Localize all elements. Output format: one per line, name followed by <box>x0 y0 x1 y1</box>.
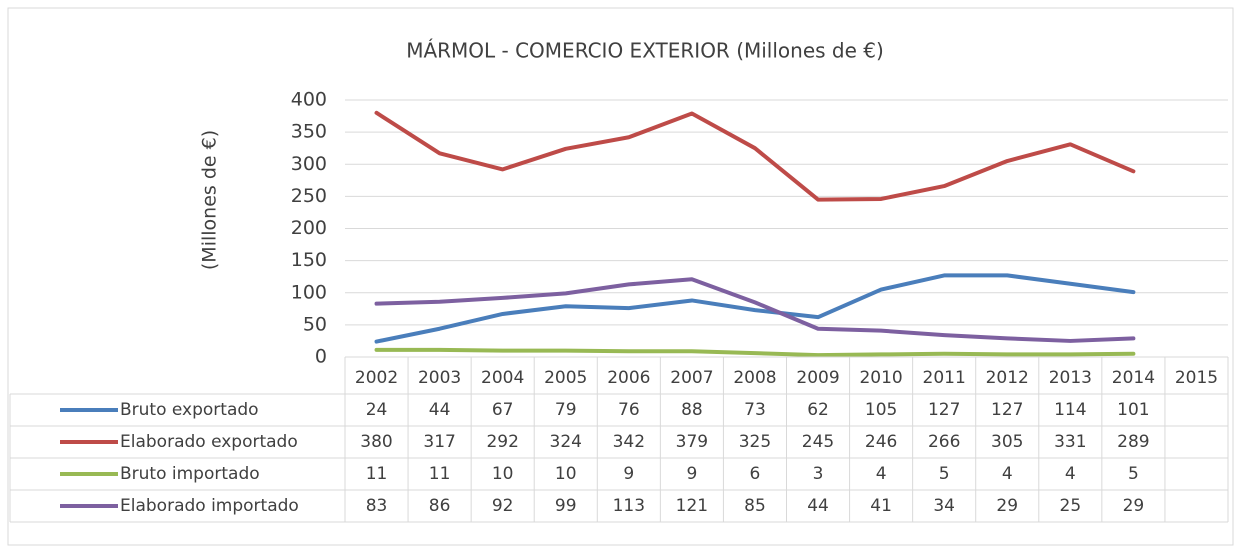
x-tick-label: 2013 <box>1049 368 1092 388</box>
table-value: 127 <box>991 400 1023 420</box>
table-value: 4 <box>1065 464 1076 484</box>
series-line <box>374 110 1136 202</box>
table-value: 113 <box>613 496 645 516</box>
table-value: 67 <box>492 400 514 420</box>
table-value: 305 <box>991 432 1023 452</box>
table-value: 324 <box>550 432 582 452</box>
y-tick-label: 350 <box>291 121 327 143</box>
table-value: 88 <box>681 400 703 420</box>
table-value: 101 <box>1117 400 1149 420</box>
y-tick-label: 50 <box>303 313 327 335</box>
table-value: 380 <box>360 432 392 452</box>
table-value: 342 <box>613 432 645 452</box>
table-value: 73 <box>744 400 766 420</box>
table-value: 29 <box>996 496 1018 516</box>
x-tick-label: 2005 <box>544 368 587 388</box>
table-value: 41 <box>870 496 892 516</box>
table-value: 11 <box>429 464 451 484</box>
y-tick-label: 150 <box>291 249 327 271</box>
chart-title: MÁRMOL - COMERCIO EXTERIOR (Millones de … <box>406 39 884 63</box>
x-tick-label: 2008 <box>733 368 776 388</box>
x-tick-label: 2003 <box>418 368 461 388</box>
table-value: 379 <box>676 432 708 452</box>
x-tick-label: 2004 <box>481 368 524 388</box>
table-value: 34 <box>933 496 955 516</box>
table-value: 114 <box>1054 400 1086 420</box>
table-value: 11 <box>366 464 388 484</box>
series-line <box>374 273 1136 344</box>
table-value: 245 <box>802 432 834 452</box>
table-value: 9 <box>686 464 697 484</box>
table-value: 4 <box>1002 464 1013 484</box>
table-value: 331 <box>1054 432 1086 452</box>
x-tick-label: 2014 <box>1112 368 1155 388</box>
y-tick-label: 100 <box>291 281 327 303</box>
table-value: 325 <box>739 432 771 452</box>
table-value: 76 <box>618 400 640 420</box>
table-value: 79 <box>555 400 577 420</box>
y-tick-label: 300 <box>291 153 327 175</box>
table-value: 10 <box>555 464 577 484</box>
table-value: 29 <box>1123 496 1145 516</box>
y-tick-label: 200 <box>291 217 327 239</box>
table-value: 86 <box>429 496 451 516</box>
table-value: 3 <box>813 464 824 484</box>
table-value: 105 <box>865 400 897 420</box>
x-tick-label: 2012 <box>986 368 1029 388</box>
table-value: 10 <box>492 464 514 484</box>
table-value: 127 <box>928 400 960 420</box>
table-value: 317 <box>423 432 455 452</box>
x-tick-label: 2002 <box>355 368 398 388</box>
table-value: 44 <box>807 496 829 516</box>
x-tick-label: 2011 <box>923 368 966 388</box>
legend-label: Bruto exportado <box>120 400 259 420</box>
x-tick-label: 2009 <box>796 368 839 388</box>
series-line <box>374 277 1136 343</box>
table-value: 292 <box>486 432 518 452</box>
table-value: 9 <box>623 464 634 484</box>
legend-label: Elaborado importado <box>120 496 299 516</box>
legend-label: Elaborado exportado <box>120 432 298 452</box>
table-value: 121 <box>676 496 708 516</box>
series-line <box>374 347 1136 358</box>
table-value: 62 <box>807 400 829 420</box>
y-tick-label: 250 <box>291 185 327 207</box>
y-tick-label: 0 <box>315 346 327 368</box>
table-value: 289 <box>1117 432 1149 452</box>
table-value: 85 <box>744 496 766 516</box>
y-axis-label: (Millones de €) <box>199 130 221 270</box>
legend-label: Bruto importado <box>120 464 260 484</box>
x-tick-label: 2006 <box>607 368 650 388</box>
x-tick-label: 2015 <box>1175 368 1218 388</box>
table-value: 24 <box>366 400 388 420</box>
table-value: 83 <box>366 496 388 516</box>
table-value: 266 <box>928 432 960 452</box>
table-value: 5 <box>1128 464 1139 484</box>
table-value: 5 <box>939 464 950 484</box>
x-tick-label: 2010 <box>859 368 902 388</box>
x-tick-label: 2007 <box>670 368 713 388</box>
table-value: 25 <box>1060 496 1082 516</box>
table-value: 246 <box>865 432 897 452</box>
table-value: 99 <box>555 496 577 516</box>
table-value: 4 <box>876 464 887 484</box>
y-tick-label: 400 <box>291 89 327 111</box>
table-value: 6 <box>750 464 761 484</box>
table-value: 44 <box>429 400 451 420</box>
table-value: 92 <box>492 496 514 516</box>
